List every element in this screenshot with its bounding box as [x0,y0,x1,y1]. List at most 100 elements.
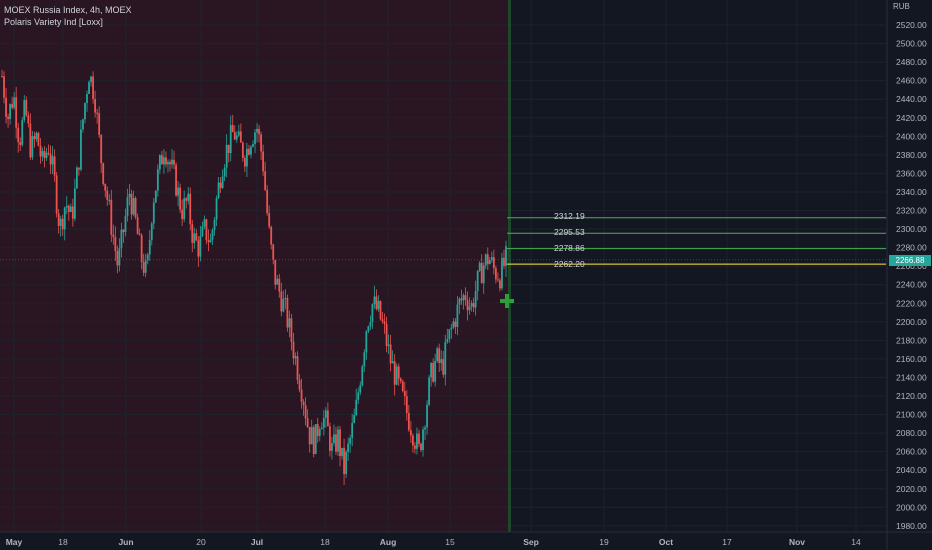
candle-body [468,306,471,311]
candle-body [260,134,262,152]
price-tick-label: 2160.00 [896,354,927,364]
candle-body [363,352,366,367]
candle-body [163,157,165,165]
candle-body [134,198,137,218]
time-tick-label: 18 [320,537,330,547]
candle-body [314,424,317,454]
candle-body [9,104,11,120]
time-tick-label: 17 [722,537,732,547]
candle-body [454,321,457,327]
candle-body [183,198,186,220]
candle-body [15,97,18,128]
indicator-title[interactable]: Polaris Variety Ind [Loxx] [4,17,103,27]
candle-body [94,99,97,113]
candle-body [499,280,501,289]
candle-body [90,76,92,83]
candle-body [399,378,402,382]
candle-body [300,389,303,402]
candle-body [480,263,483,284]
candle-body [418,433,420,444]
candle-body [221,176,224,188]
candle-body [110,199,113,235]
candle-body [181,209,184,220]
candle-body [280,291,283,312]
price-tick-label: 2060.00 [896,447,927,457]
time-tick-label: 14 [851,537,861,547]
candle-body [35,132,38,140]
currency-label: RUB [893,2,910,11]
candle-body [422,429,424,451]
candle-body [288,318,291,328]
candle-body [17,127,20,142]
candle-body [331,443,333,451]
candle-body [494,268,497,280]
time-tick-label: 15 [445,537,455,547]
candle-body [337,429,339,452]
candle-body [86,93,88,103]
candle-body [116,251,119,266]
last-price-badge: 2266.88 [889,255,931,266]
candle-body [31,136,34,158]
price-tick-label: 2120.00 [896,391,927,401]
candle-body [308,427,311,445]
candle-body [355,399,358,416]
candle-body [409,430,412,436]
price-tick-label: 2200.00 [896,317,927,327]
candle-body [146,254,149,261]
candle-body [306,418,309,428]
candle-body [33,136,36,140]
price-tick-label: 2360.00 [896,168,927,178]
candle-body [505,246,507,266]
candle-body [225,144,228,168]
candle-body [248,148,250,155]
price-tick-label: 2380.00 [896,150,927,160]
candle-body [333,434,335,444]
symbol-title[interactable]: MOEX Russia Index, 4h, MOEX [4,5,132,15]
candle-body [424,427,426,430]
candle-body [264,171,267,190]
candle-body [407,413,410,431]
candle-body [393,361,396,385]
candle-body [138,234,141,236]
candle-body [474,291,477,308]
candle-body [78,167,80,170]
price-tick-label: 2080.00 [896,428,927,438]
candle-body [359,385,362,393]
candle-body [452,321,455,328]
candle-body [403,391,406,397]
candle-body [343,447,345,475]
candle-body [383,321,386,325]
time-tick-label: Sep [523,537,539,547]
candle-body [39,145,42,157]
candle-body [501,257,503,289]
price-tick-label: 2100.00 [896,410,927,420]
candle-body [128,193,131,198]
candle-body [318,429,321,436]
candle-body [191,224,194,243]
candle-body [302,401,305,406]
candle-body [126,197,129,216]
candle-body [47,152,50,155]
candle-body [142,261,145,273]
candle-body [55,175,58,214]
price-tick-label: 2260.00 [896,261,927,271]
candle-body [193,233,196,243]
candle-body [290,318,293,342]
candle-body [71,206,74,219]
candle-body [405,396,408,414]
candle-body [296,356,299,380]
candle-body [100,135,103,164]
candle-body [154,190,157,203]
time-tick-label: Jul [251,537,263,547]
candle-body [59,218,62,226]
candle-body [286,297,289,328]
candle-body [262,151,265,172]
time-tick-label: 18 [58,537,68,547]
candle-body [470,303,473,307]
candle-body [199,236,202,257]
candle-body [365,331,368,353]
candle-body [169,161,171,165]
candle-body [3,76,5,98]
